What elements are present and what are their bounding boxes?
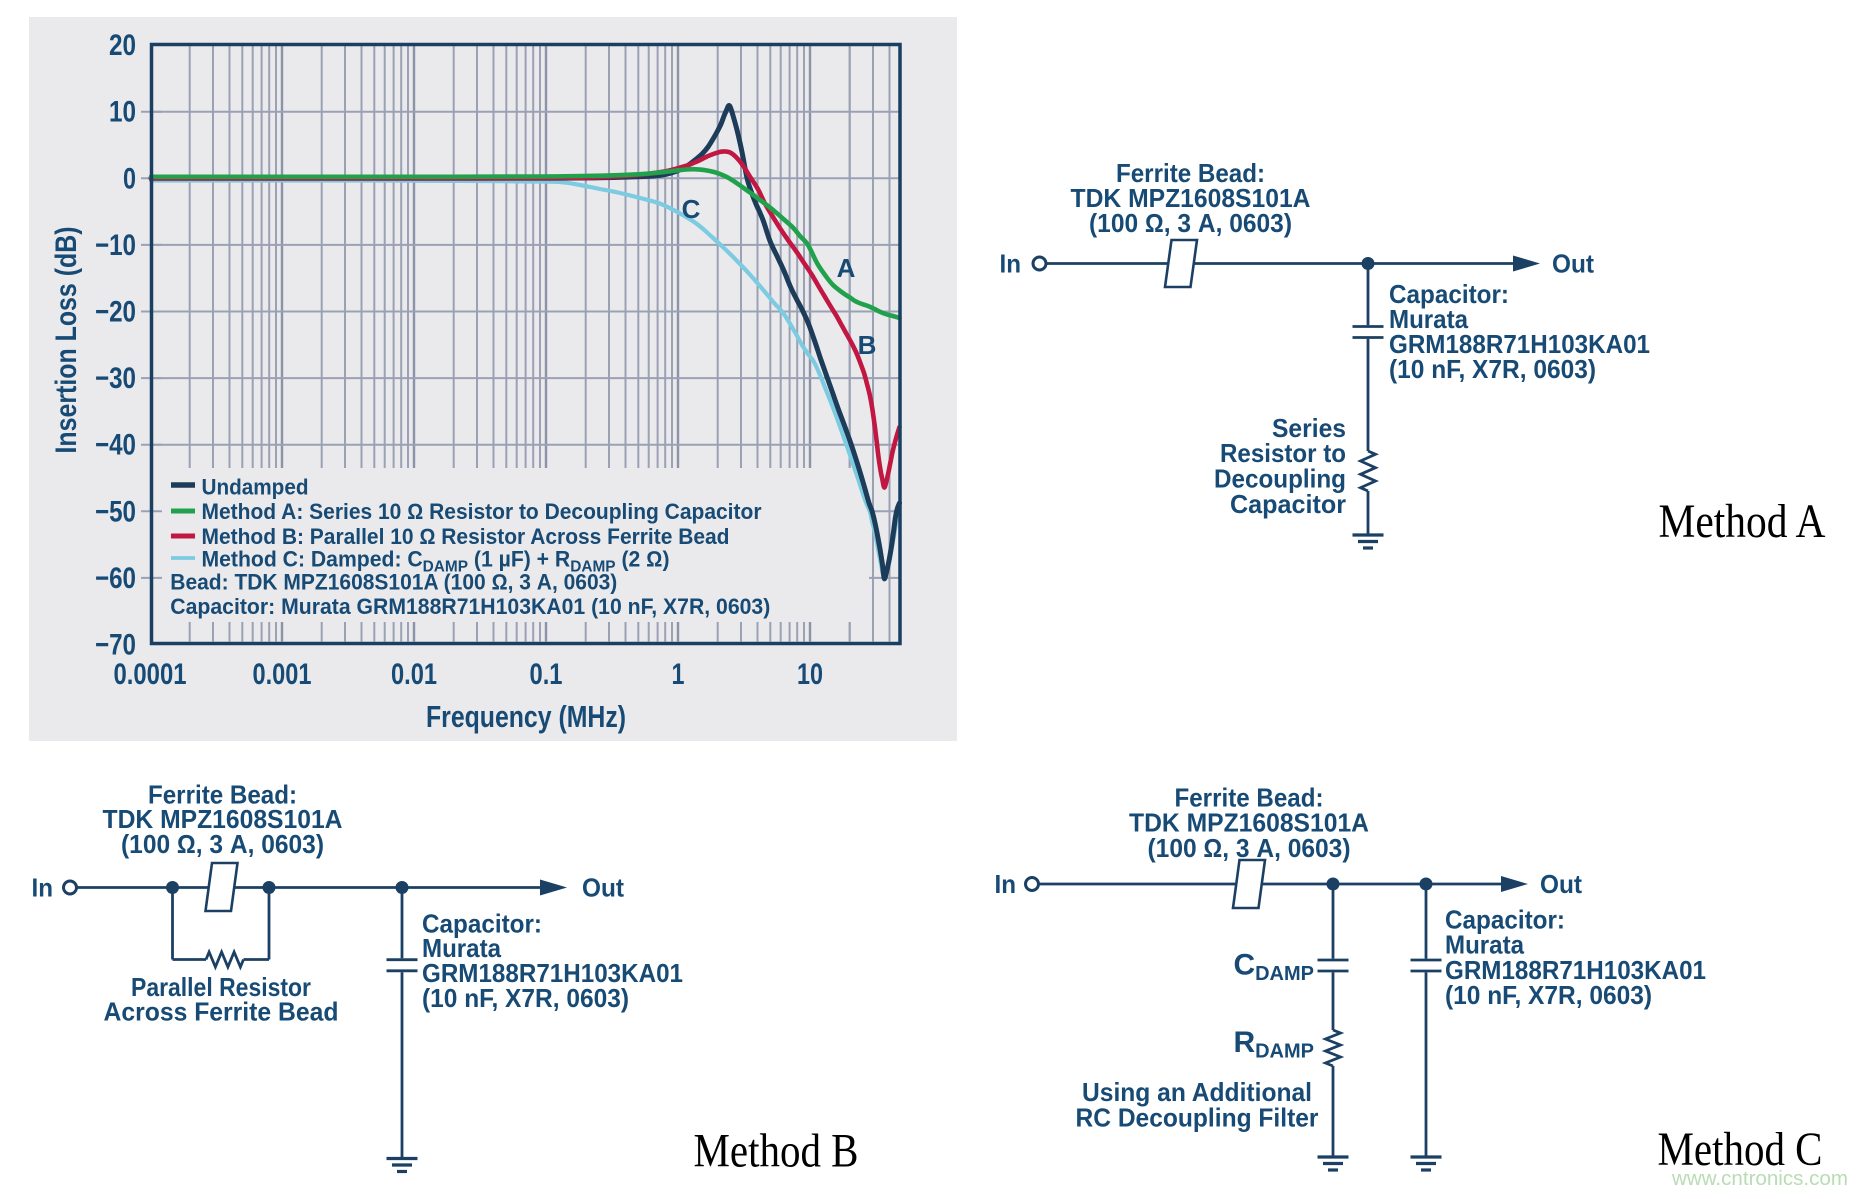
svg-text:(100 Ω, 3 A, 0603): (100 Ω, 3 A, 0603) — [1089, 208, 1292, 238]
svg-text:Method A: Series 10 Ω Resistor: Method A: Series 10 Ω Resistor to Decoup… — [202, 499, 762, 524]
svg-text:0.001: 0.001 — [253, 658, 312, 691]
svg-text:CDAMP: CDAMP — [1233, 948, 1314, 985]
svg-text:In: In — [995, 869, 1017, 899]
svg-text:20: 20 — [109, 29, 136, 62]
svg-text:B: B — [858, 330, 877, 360]
svg-text:TDK MPZ1608S101A: TDK MPZ1608S101A — [1129, 808, 1369, 838]
svg-text:Insertion Loss (dB): Insertion Loss (dB) — [50, 227, 83, 454]
svg-text:Out: Out — [1540, 869, 1582, 899]
svg-text:(100 Ω, 3 A, 0603): (100 Ω, 3 A, 0603) — [1148, 833, 1351, 863]
svg-text:Capacitor:: Capacitor: — [1389, 279, 1509, 309]
svg-text:Parallel Resistor: Parallel Resistor — [131, 972, 311, 1002]
svg-text:Method C: Method C — [1658, 1123, 1823, 1176]
svg-text:Ferrite Bead:: Ferrite Bead: — [1116, 158, 1265, 188]
svg-text:GRM188R71H103KA01: GRM188R71H103KA01 — [1445, 955, 1706, 985]
svg-text:Capacitor:: Capacitor: — [1445, 905, 1565, 935]
svg-text:TDK MPZ1608S101A: TDK MPZ1608S101A — [1071, 183, 1311, 213]
svg-text:Capacitor:: Capacitor: — [422, 909, 542, 939]
svg-text:Frequency (MHz): Frequency (MHz) — [426, 699, 626, 734]
svg-text:Out: Out — [1552, 249, 1594, 279]
svg-text:RC Decoupling Filter: RC Decoupling Filter — [1076, 1103, 1319, 1133]
svg-text:0.01: 0.01 — [391, 658, 437, 691]
svg-text:In: In — [1000, 249, 1022, 279]
svg-text:Undamped: Undamped — [202, 474, 309, 499]
svg-text:Method A: Method A — [1659, 495, 1826, 548]
svg-text:Method B: Parallel 10 Ω Resist: Method B: Parallel 10 Ω Resistor Across … — [202, 524, 730, 549]
svg-text:−60: −60 — [95, 562, 136, 595]
svg-text:Ferrite Bead:: Ferrite Bead: — [148, 780, 297, 810]
svg-text:Capacitor: Murata GRM188R71H10: Capacitor: Murata GRM188R71H103KA01 (10 … — [170, 594, 770, 619]
svg-text:Capacitor: Capacitor — [1230, 489, 1346, 519]
svg-text:Out: Out — [582, 873, 624, 903]
svg-text:www.cntronics.com: www.cntronics.com — [1671, 1168, 1848, 1190]
svg-text:(10 nF, X7R, 0603): (10 nF, X7R, 0603) — [422, 983, 629, 1013]
svg-text:Decoupling: Decoupling — [1214, 464, 1346, 494]
svg-text:Murata: Murata — [1445, 930, 1524, 960]
svg-text:0.1: 0.1 — [530, 658, 563, 691]
svg-text:−20: −20 — [95, 296, 136, 329]
svg-text:−30: −30 — [95, 362, 136, 395]
svg-text:10: 10 — [797, 658, 823, 691]
svg-text:1: 1 — [672, 658, 685, 691]
svg-text:Across Ferrite Bead: Across Ferrite Bead — [104, 997, 339, 1027]
svg-text:Series: Series — [1272, 413, 1346, 443]
svg-text:Method B: Method B — [694, 1125, 859, 1178]
svg-text:(10 nF, X7R, 0603): (10 nF, X7R, 0603) — [1445, 980, 1652, 1010]
svg-text:Murata: Murata — [1389, 304, 1468, 334]
svg-text:−50: −50 — [95, 495, 136, 528]
svg-text:C: C — [682, 194, 701, 224]
svg-text:10: 10 — [109, 96, 136, 129]
svg-text:−10: −10 — [95, 229, 136, 262]
svg-text:Bead: TDK MPZ1608S101A (100 Ω,: Bead: TDK MPZ1608S101A (100 Ω, 3 A, 0603… — [170, 570, 617, 595]
svg-text:Murata: Murata — [422, 933, 501, 963]
svg-text:Ferrite Bead:: Ferrite Bead: — [1175, 783, 1324, 813]
svg-text:TDK MPZ1608S101A: TDK MPZ1608S101A — [103, 804, 343, 834]
svg-text:GRM188R71H103KA01: GRM188R71H103KA01 — [1389, 329, 1650, 359]
svg-text:In: In — [32, 873, 54, 903]
svg-text:−70: −70 — [95, 629, 136, 662]
svg-text:(10 nF, X7R, 0603): (10 nF, X7R, 0603) — [1389, 354, 1596, 384]
svg-text:0.0001: 0.0001 — [114, 658, 187, 691]
svg-text:A: A — [837, 253, 856, 283]
svg-text:GRM188R71H103KA01: GRM188R71H103KA01 — [422, 958, 683, 988]
svg-text:(100 Ω, 3 A, 0603): (100 Ω, 3 A, 0603) — [121, 829, 324, 859]
svg-text:Using an Additional: Using an Additional — [1082, 1077, 1312, 1107]
svg-text:−40: −40 — [95, 429, 136, 462]
svg-text:Resistor to: Resistor to — [1220, 438, 1346, 468]
svg-text:RDAMP: RDAMP — [1233, 1026, 1314, 1063]
svg-text:0: 0 — [123, 162, 136, 195]
